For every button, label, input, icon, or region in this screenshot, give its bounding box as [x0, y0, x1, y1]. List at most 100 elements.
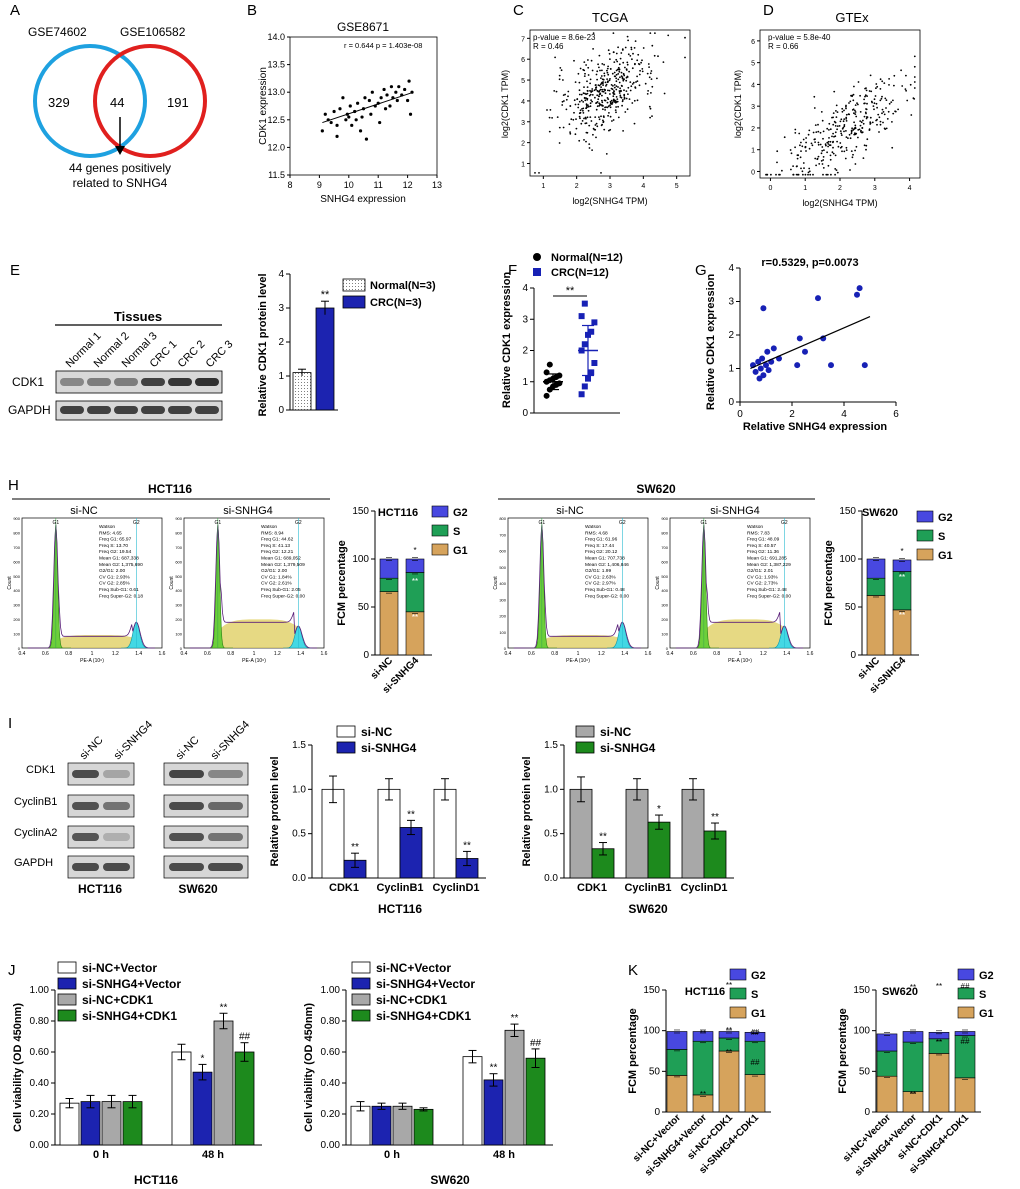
- h1-ytick-label: 50: [358, 602, 370, 613]
- k1-sig-mark: **: [726, 1026, 732, 1035]
- tcga-point: [580, 123, 582, 125]
- gtex-point: [869, 121, 871, 123]
- gtex-point: [794, 132, 796, 134]
- tcga-point: [634, 47, 636, 49]
- tcga-point: [615, 109, 617, 111]
- tcga-point: [632, 53, 634, 55]
- tcga-point: [606, 70, 608, 72]
- k1-seg-g1: [745, 1075, 765, 1112]
- h-sw620-sisnhg4: si-SNHG4: [710, 505, 760, 517]
- gse8671-point: [390, 85, 393, 88]
- hct116-cell-cycle-stack: 050100150FCM percentageHCT116si-NCsi-SNH…: [336, 506, 468, 696]
- h1-sig-mark: **: [412, 613, 418, 622]
- h-sw620-title: SW620: [636, 482, 676, 496]
- gse8671-ylabel: CDK1 expression: [258, 67, 269, 145]
- gtex-point: [843, 131, 845, 133]
- tcga-point: [569, 131, 571, 133]
- legend-normal-label: Normal(N=3): [370, 280, 436, 292]
- gtex-point: [813, 132, 815, 134]
- histogram-xtick-label: 1.4: [297, 651, 304, 657]
- tcga-point: [561, 69, 563, 71]
- gtex-point: [866, 90, 868, 92]
- band-label-gapdh: GAPDH: [8, 403, 51, 417]
- gse8671-xtick-label: 12: [403, 180, 413, 190]
- tcga-ylabel: log2(CDK1 TPM): [500, 70, 510, 138]
- tcga-point: [601, 82, 603, 84]
- histogram-xtick-label: 0.6: [690, 651, 697, 657]
- j1-legend-label: si-SNHG4+CDK1: [82, 1009, 177, 1023]
- tcga-point: [587, 90, 589, 92]
- histogram-ytick-label: 600: [499, 549, 506, 554]
- tcga-point: [615, 111, 617, 113]
- h2-sig-mark: **: [899, 611, 905, 620]
- gse8671-xlabel: SNHG4 expression: [320, 194, 406, 205]
- g-point: [828, 362, 834, 368]
- tcga-point: [631, 58, 633, 60]
- legend-crc-label: CRC(N=3): [370, 297, 422, 309]
- gtex-point: [869, 123, 871, 125]
- tcga-point: [587, 93, 589, 95]
- gtex-point: [914, 87, 916, 89]
- gtex-point: [860, 125, 862, 127]
- gse8671-ytick-label: 13.0: [267, 87, 285, 97]
- histogram-xtick-label: 1.6: [807, 651, 814, 657]
- gtex-point: [872, 122, 874, 124]
- i-sw-lane-sisnhg4: si-SNHG4: [209, 719, 252, 762]
- histogram-stat-line: G2/G1: 2.00: [99, 568, 125, 574]
- histogram-ytick-label: 100: [499, 630, 506, 635]
- tcga-point: [563, 94, 565, 96]
- gtex-point: [802, 170, 804, 172]
- gse8671-xtick-label: 8: [287, 180, 292, 190]
- tcga-point: [617, 46, 619, 48]
- tcga-point: [569, 133, 571, 135]
- k1-ytick-label: 100: [643, 1026, 660, 1037]
- gtex-point: [851, 133, 853, 135]
- tcga-point: [620, 90, 622, 92]
- gtex-point: [825, 174, 827, 176]
- histogram-ytick-label: 800: [175, 530, 182, 535]
- gse8671-point: [406, 99, 409, 102]
- i1-ytick-label: 1.5: [292, 740, 306, 751]
- tcga-point: [639, 64, 641, 66]
- gtex-point: [814, 141, 816, 143]
- g-point: [764, 349, 770, 355]
- f-point-crc: [582, 341, 588, 347]
- i1-legend-label: si-NC: [361, 725, 393, 739]
- i2-bar: [570, 789, 592, 878]
- gtex-point: [828, 165, 830, 167]
- gtex-point: [880, 88, 882, 90]
- gse8671-xtick-label: 10: [344, 180, 354, 190]
- tcga-point: [583, 70, 585, 72]
- gtex-ytick-label: 0: [751, 169, 755, 176]
- gse8671-point: [356, 102, 359, 105]
- gtex-point: [792, 165, 794, 167]
- h2-legend-label: S: [938, 531, 945, 543]
- tcga-point: [627, 93, 629, 95]
- gse8671-point: [378, 121, 381, 124]
- tcga-ytick-label: 3: [521, 120, 525, 127]
- gtex-point: [826, 151, 828, 153]
- gtex-point: [827, 146, 829, 148]
- histogram-xlabel: PE-A (10⁶): [566, 658, 590, 664]
- tcga-point: [641, 59, 643, 61]
- tcga-point: [538, 172, 540, 174]
- tcga-point: [610, 101, 612, 103]
- gtex-point: [794, 146, 796, 148]
- g-xtick-label: 6: [893, 409, 899, 420]
- tcga-point: [614, 87, 616, 89]
- tcga-point: [627, 36, 629, 38]
- histogram-stat-line: G2/G1: 2.00: [261, 568, 287, 574]
- gtex-point: [844, 124, 846, 126]
- gtex-point: [776, 162, 778, 164]
- i1-xtick-label: CDK1: [329, 882, 359, 894]
- histogram-stat-line: Freq S: 17.44: [585, 543, 614, 549]
- tcga-point: [621, 85, 623, 87]
- gtex-point: [784, 136, 786, 138]
- histogram-stat-line: Freq S: 40.57: [747, 543, 776, 549]
- panel-label-d: D: [763, 2, 774, 19]
- k1-legend-label: G1: [751, 1008, 766, 1020]
- histogram-ytick-label: 900: [13, 516, 20, 521]
- gtex-point: [828, 143, 830, 145]
- i2-cell-label: SW620: [628, 902, 668, 916]
- gtex-point: [826, 128, 828, 130]
